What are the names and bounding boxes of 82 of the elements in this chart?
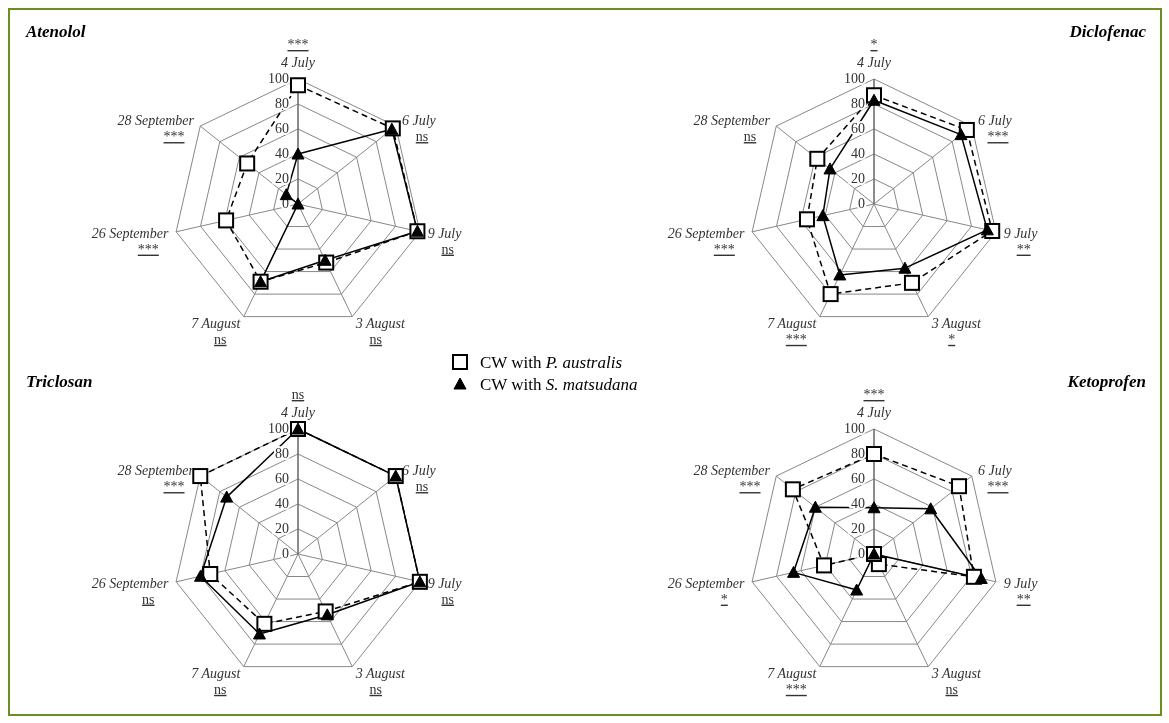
y-tick-label: 80: [275, 96, 289, 111]
text: ns: [743, 129, 757, 145]
spoke-label: 26 September: [91, 575, 169, 591]
spoke-label: 9 July: [427, 575, 463, 591]
spoke-label: 7 August: [191, 315, 242, 331]
spoke-label: 26 September: [667, 225, 745, 241]
y-tick-label: 20: [275, 521, 289, 536]
y-tick-label: 100: [268, 421, 289, 436]
text: ***: [287, 37, 309, 52]
spoke-label: 9 July: [1003, 575, 1039, 591]
spoke-label: 4 July: [281, 55, 316, 70]
text: ***: [987, 129, 1009, 145]
text: ***: [137, 241, 159, 257]
y-tick-label: 20: [851, 521, 865, 536]
spoke-label: 3 August: [354, 665, 406, 681]
spoke-label: 7 August: [767, 315, 818, 331]
text: ns: [369, 331, 382, 347]
legend-label: CW with S. matsudana: [480, 375, 638, 394]
chart-title: Atenolol: [26, 22, 86, 42]
y-tick-label: 60: [275, 471, 289, 486]
text: **: [1016, 591, 1031, 607]
spoke-label: 9 July: [1003, 225, 1039, 241]
spoke-label: 26 September: [91, 225, 169, 241]
text: ns: [214, 331, 227, 347]
spoke-label: 3 August: [930, 665, 982, 681]
spoke-label: 6 July: [401, 463, 437, 479]
y-tick-label: 40: [851, 146, 865, 161]
y-tick-label: 60: [851, 471, 865, 486]
spoke-label: 4 July: [857, 55, 892, 70]
spoke-label: 6 July: [977, 113, 1013, 129]
text: *: [948, 331, 956, 347]
spoke-label: 3 August: [354, 315, 406, 331]
text: ***: [785, 331, 807, 347]
text: ns: [441, 241, 454, 257]
spoke-label: 28 September: [117, 463, 195, 479]
y-tick-label: 0: [282, 546, 289, 561]
text: ns: [415, 129, 429, 145]
text: **: [1016, 241, 1031, 257]
spoke-label: 6 July: [401, 113, 437, 129]
text: *: [870, 37, 878, 52]
spoke-label: 4 July: [857, 405, 892, 420]
y-tick-label: 40: [275, 496, 289, 511]
y-tick-label: 40: [275, 146, 289, 161]
text: ***: [163, 129, 185, 145]
text: ***: [785, 681, 807, 697]
y-tick-label: 80: [275, 446, 289, 461]
y-tick-label: 100: [844, 421, 865, 436]
spoke-label: 28 September: [117, 113, 195, 129]
spoke-label: 4 July: [281, 405, 316, 420]
y-tick-label: 100: [844, 71, 865, 86]
y-tick-label: 0: [858, 196, 865, 211]
legend-label: CW with P. australis: [480, 353, 623, 372]
spoke-label: 28 September: [693, 113, 771, 129]
text: ns: [291, 387, 305, 402]
text: Ketoprofen: [1067, 372, 1146, 392]
text: ns: [369, 681, 382, 697]
text: ***: [987, 479, 1009, 495]
y-tick-label: 60: [275, 121, 289, 136]
text: Diclofenac: [1069, 22, 1146, 42]
spoke-label: 7 August: [191, 665, 242, 681]
y-tick-label: 100: [268, 71, 289, 86]
text: ns: [945, 681, 958, 697]
spoke-label: 7 August: [767, 665, 818, 681]
y-tick-label: 20: [275, 171, 289, 186]
text: ns: [142, 591, 155, 607]
y-tick-label: 20: [851, 171, 865, 186]
text: ***: [713, 241, 735, 257]
text: ***: [739, 479, 761, 495]
text: ns: [415, 479, 429, 495]
spoke-label: 3 August: [930, 315, 982, 331]
text: ns: [441, 591, 454, 607]
y-tick-label: 80: [851, 96, 865, 111]
spoke-label: 28 September: [693, 463, 771, 479]
spoke-label: 9 July: [427, 225, 463, 241]
chart-title: Triclosan: [26, 372, 93, 392]
spoke-label: 6 July: [977, 463, 1013, 479]
text: ns: [214, 681, 227, 697]
spoke-label: 26 September: [667, 575, 745, 591]
text: *: [720, 591, 728, 607]
text: ***: [863, 387, 885, 402]
y-tick-label: 80: [851, 446, 865, 461]
text: ***: [163, 479, 185, 495]
